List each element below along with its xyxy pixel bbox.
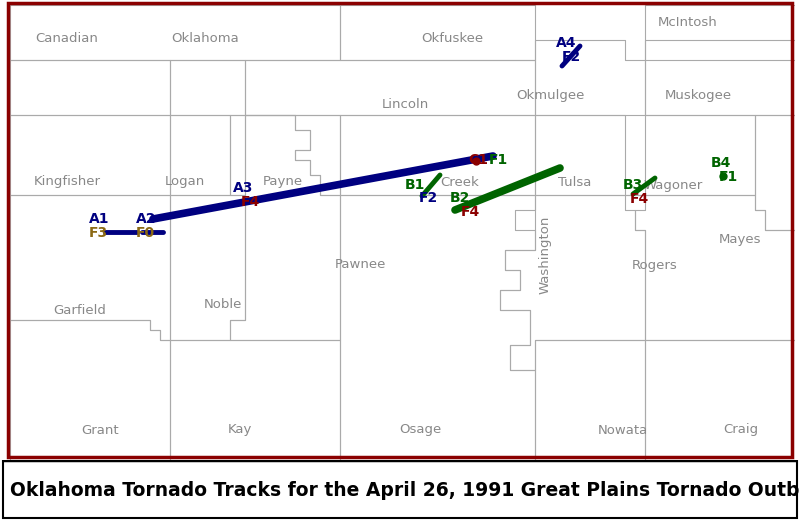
Text: Pawnee: Pawnee [334,258,386,271]
Text: McIntosh: McIntosh [658,16,718,29]
Text: F2: F2 [419,191,438,205]
Text: B1: B1 [405,178,426,192]
Text: Garfield: Garfield [54,304,106,317]
Text: Logan: Logan [165,175,205,188]
Text: Creek: Creek [441,175,479,188]
Text: A2: A2 [136,212,157,226]
Text: B4: B4 [711,156,731,170]
Text: F2: F2 [562,50,582,64]
Text: Oklahoma Tornado Tracks for the April 26, 1991 Great Plains Tornado Outbreak: Oklahoma Tornado Tracks for the April 26… [10,480,800,500]
Text: B2: B2 [450,191,470,205]
Text: F1: F1 [489,153,508,167]
Text: F0: F0 [136,226,155,240]
Text: Payne: Payne [263,175,303,188]
Text: Kay: Kay [228,423,252,436]
Text: Osage: Osage [399,423,441,436]
Text: Noble: Noble [204,298,242,311]
Text: Kingfisher: Kingfisher [34,175,101,188]
Text: F4: F4 [241,195,260,209]
Text: Tulsa: Tulsa [558,175,592,188]
Text: F4: F4 [630,192,650,206]
Text: Canadian: Canadian [35,32,98,45]
Text: C1: C1 [468,153,488,167]
Text: Grant: Grant [81,423,119,436]
Text: Okfuskee: Okfuskee [421,32,483,45]
Text: Rogers: Rogers [632,258,678,271]
Text: F4: F4 [461,205,480,219]
Text: Nowata: Nowata [598,423,648,436]
Text: Oklahoma: Oklahoma [171,32,239,45]
Text: B3: B3 [623,178,643,192]
Text: Wagoner: Wagoner [643,178,702,191]
Text: Craig: Craig [723,423,758,436]
Text: F3: F3 [89,226,108,240]
Text: Washington: Washington [538,216,551,294]
Text: A4: A4 [556,36,577,50]
Text: A1: A1 [89,212,110,226]
Text: Lincoln: Lincoln [382,98,429,111]
Text: F1: F1 [719,170,738,184]
Text: Mayes: Mayes [718,233,762,246]
Text: Muskogee: Muskogee [665,88,731,101]
Text: A3: A3 [233,181,254,195]
Text: Okmulgee: Okmulgee [516,88,584,101]
